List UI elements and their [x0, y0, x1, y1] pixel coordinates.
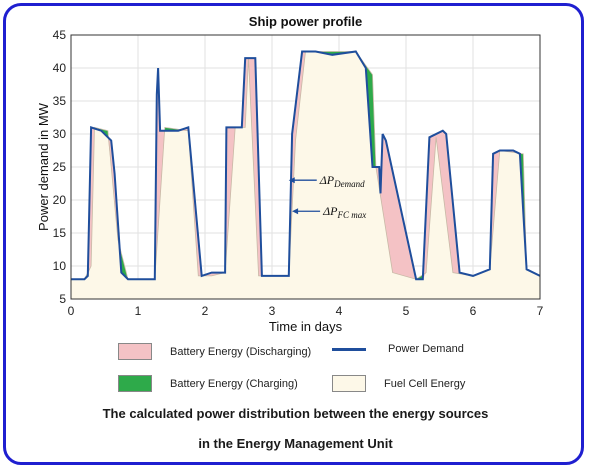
x-tick-label: 4	[336, 304, 343, 318]
y-tick-label: 20	[53, 193, 67, 207]
arrowhead-icon	[292, 208, 299, 215]
legend-color-swatch	[332, 375, 366, 392]
x-axis-label: Time in days	[269, 319, 343, 334]
y-tick-label: 10	[53, 259, 67, 273]
delta-p-fc-max-annotation: ΔPFC max	[292, 204, 366, 220]
annotation-label: ΔPDemand	[319, 173, 365, 189]
legend-label: Battery Energy (Discharging)	[170, 345, 312, 358]
x-tick-label: 1	[135, 304, 142, 318]
y-tick-label: 40	[53, 61, 67, 75]
plot-area-border	[70, 34, 541, 300]
x-tick-label: 2	[202, 304, 209, 318]
delta-p-demand-annotation: ΔPDemand	[288, 173, 365, 189]
y-tick-label: 45	[53, 28, 67, 42]
y-tick-label: 35	[53, 94, 67, 108]
chart-title: Ship power profile	[249, 14, 362, 29]
fuel-cell-energy-area	[71, 51, 540, 299]
power-profile-chart: Ship power profile 0 1 2 3 4 5 6 75101520253035…	[36, 14, 544, 334]
legend-label: Battery Energy (Charging)	[170, 377, 298, 390]
x-tick-label: 6	[470, 304, 477, 318]
y-tick-label: 30	[53, 127, 67, 141]
legend-item: Battery Energy (Charging)	[118, 375, 298, 392]
y-axis-label: Power demand in MW	[36, 102, 51, 231]
legend-color-swatch	[118, 343, 152, 360]
annotations: ΔPDemand ΔPFC max	[288, 173, 366, 220]
x-tick-label: 0	[68, 304, 75, 318]
legend-line-swatch	[332, 347, 366, 351]
legend-color-swatch	[118, 375, 152, 392]
y-tick-label: 5	[59, 292, 66, 306]
caption-line-1: The calculated power distribution betwee…	[102, 406, 489, 421]
x-tick-label: 5	[403, 304, 410, 318]
legend-item: Battery Energy (Discharging)	[118, 343, 311, 360]
power-demand-line	[71, 50, 540, 281]
arrowhead-icon	[288, 177, 295, 184]
y-tick-label: 25	[53, 160, 67, 174]
legend-label: Power Demand	[388, 343, 464, 355]
caption-line-2: in the Energy Management Unit	[198, 436, 393, 451]
annotation-label: ΔPFC max	[322, 204, 366, 220]
legend-item: Power Demand	[332, 343, 464, 355]
x-tick-label: 7	[537, 304, 544, 318]
x-tick-label: 3	[269, 304, 276, 318]
legend-item: Fuel Cell Energy	[332, 375, 465, 392]
figure-frame	[3, 3, 584, 465]
legend-label: Fuel Cell Energy	[384, 377, 466, 390]
y-tick-label: 15	[53, 226, 67, 240]
